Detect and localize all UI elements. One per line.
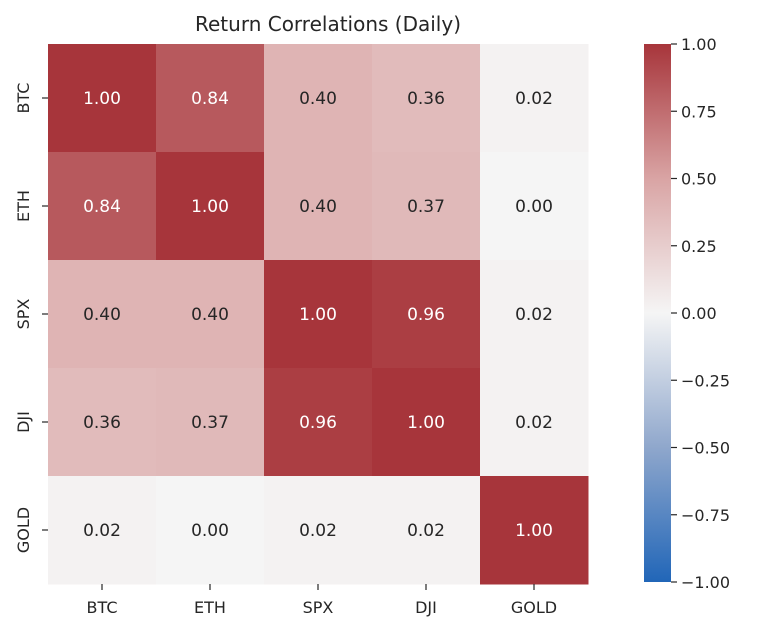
- heatmap-cells: [48, 44, 589, 585]
- heatmap-cell: [48, 368, 157, 477]
- cell-value-label: 0.40: [299, 197, 337, 217]
- y-tick-label: GOLD: [14, 507, 33, 553]
- y-axis-ticks: BTC ETH SPX DJI GOLD: [14, 83, 48, 553]
- cell-value-label: 0.02: [299, 521, 337, 541]
- cell-value-label: 0.02: [83, 521, 121, 541]
- heatmap-cell: [48, 260, 157, 369]
- cell-value-label: 0.40: [299, 89, 337, 109]
- heatmap-cell: [264, 260, 373, 369]
- cell-value-label: 1.00: [407, 413, 445, 433]
- heatmap-cell: [48, 152, 157, 261]
- y-tick-label: DJI: [14, 411, 33, 433]
- x-tick-label: GOLD: [511, 598, 557, 617]
- colorbar-tick-label: 0.50: [681, 170, 717, 189]
- heatmap-cell: [372, 260, 481, 369]
- heatmap-cell: [264, 476, 373, 585]
- colorbar-tick-label: 0.75: [681, 102, 717, 121]
- heatmap-cell: [372, 152, 481, 261]
- cell-value-label: 0.00: [515, 197, 553, 217]
- x-axis-ticks: BTC ETH SPX DJI GOLD: [87, 584, 557, 617]
- cell-value-label: 0.36: [407, 89, 445, 109]
- heatmap-cell: [480, 476, 589, 585]
- cell-value-label: 0.37: [407, 197, 445, 217]
- heatmap-cell: [156, 368, 265, 477]
- cell-value-label: 1.00: [83, 89, 121, 109]
- heatmap-cell: [48, 476, 157, 585]
- cell-value-label: 0.37: [191, 413, 229, 433]
- cell-value-label: 0.00: [191, 521, 229, 541]
- cell-value-label: 0.02: [515, 305, 553, 325]
- colorbar-tick-label: −0.50: [681, 439, 730, 458]
- cell-value-label: 0.40: [191, 305, 229, 325]
- heatmap-cell: [372, 368, 481, 477]
- heatmap-cell: [156, 44, 265, 153]
- cell-value-label: 1.00: [515, 521, 553, 541]
- colorbar-gradient: [644, 44, 671, 582]
- cell-value-label: 0.36: [83, 413, 121, 433]
- colorbar-tick-label: −0.25: [681, 371, 730, 390]
- colorbar-tick-label: −0.75: [681, 506, 730, 525]
- cell-value-label: 1.00: [191, 197, 229, 217]
- heatmap-cell: [480, 260, 589, 369]
- y-tick-label: SPX: [14, 299, 33, 330]
- heatmap-cell: [372, 476, 481, 585]
- x-tick-label: BTC: [87, 598, 118, 617]
- heatmap-cell: [156, 476, 265, 585]
- colorbar-tick-label: 1.00: [681, 35, 717, 54]
- heatmap-cell: [48, 44, 157, 153]
- x-tick-label: ETH: [194, 598, 226, 617]
- heatmap-cell: [480, 152, 589, 261]
- y-tick-label: BTC: [14, 83, 33, 114]
- heatmap-cell: [156, 260, 265, 369]
- x-tick-label: SPX: [303, 598, 334, 617]
- colorbar-tick-label: 0.25: [681, 237, 717, 256]
- colorbar-tick-label: −1.00: [681, 573, 730, 592]
- cell-value-label: 0.96: [299, 413, 337, 433]
- cell-value-label: 0.02: [407, 521, 445, 541]
- cell-value-label: 1.00: [299, 305, 337, 325]
- colorbar-tick-label: 0.00: [681, 304, 717, 323]
- cell-value-label: 0.84: [83, 197, 121, 217]
- cell-value-label: 0.96: [407, 305, 445, 325]
- cell-value-label: 0.02: [515, 413, 553, 433]
- heatmap-cell: [372, 44, 481, 153]
- heatmap-cell: [264, 44, 373, 153]
- heatmap-cell: [156, 152, 265, 261]
- heatmap-cell-labels: 1.00 0.84 0.40 0.36 0.02 0.84 1.00 0.40 0.37 0.00…: [83, 89, 553, 541]
- y-tick-label: ETH: [14, 190, 33, 222]
- cell-value-label: 0.40: [83, 305, 121, 325]
- heatmap-cell: [264, 368, 373, 477]
- heatmap-cell: [264, 152, 373, 261]
- heatmap-cell: [480, 368, 589, 477]
- cell-value-label: 0.02: [515, 89, 553, 109]
- colorbar: [644, 44, 671, 582]
- x-tick-label: DJI: [415, 598, 437, 617]
- heatmap-cell: [480, 44, 589, 153]
- chart-title: Return Correlations (Daily): [195, 12, 461, 36]
- colorbar-ticks: 1.00 0.75 0.50 0.25 0.00 −0.25 −0.50 −0.75 −1.00: [671, 35, 730, 592]
- cell-value-label: 0.84: [191, 89, 229, 109]
